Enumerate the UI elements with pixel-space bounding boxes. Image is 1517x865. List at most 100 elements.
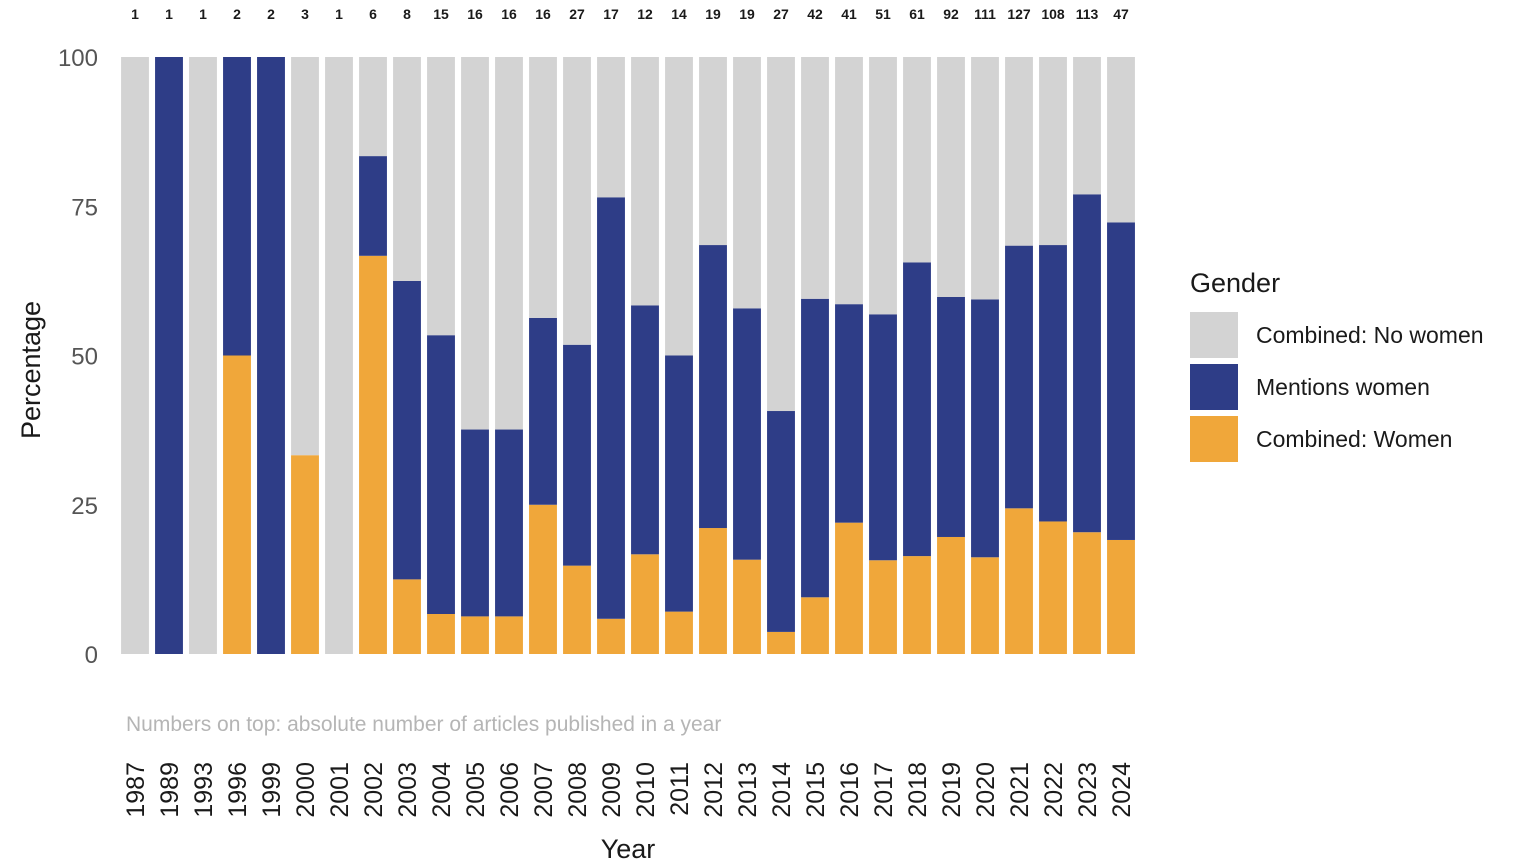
count-label-2012: 19 xyxy=(705,6,721,22)
bar-segment-2024-1 xyxy=(1107,222,1135,540)
bar-segment-2014-2 xyxy=(767,57,795,412)
bar-segment-2020-2 xyxy=(971,57,999,300)
bar-segment-1996-0 xyxy=(223,355,251,654)
legend-title: Gender xyxy=(1190,268,1281,298)
bar-segment-2020-1 xyxy=(971,299,999,558)
legend-swatch xyxy=(1190,416,1238,462)
bar-segment-2019-0 xyxy=(937,536,965,654)
bar-segment-1987-2 xyxy=(121,57,149,654)
x-tick-label-2019: 2019 xyxy=(938,762,966,818)
bar-segment-2021-2 xyxy=(1005,57,1033,246)
bar-segment-2023-2 xyxy=(1073,57,1101,195)
bar-segment-2004-2 xyxy=(427,57,455,336)
bar-segment-2008-2 xyxy=(563,57,591,345)
bar-segment-2022-1 xyxy=(1039,245,1067,522)
x-tick-label-2013: 2013 xyxy=(734,762,762,818)
bar-segment-2020-0 xyxy=(971,557,999,654)
bar-segment-2004-1 xyxy=(427,335,455,614)
x-tick-label-2024: 2024 xyxy=(1108,762,1136,818)
count-label-2006: 16 xyxy=(501,6,517,22)
count-label-2009: 17 xyxy=(603,6,619,22)
bar-segment-2017-1 xyxy=(869,314,897,561)
count-label-2002: 6 xyxy=(369,6,377,22)
bar-segment-2015-2 xyxy=(801,57,829,299)
bar-segment-2017-0 xyxy=(869,560,897,654)
bar-segment-2007-1 xyxy=(529,317,557,505)
bar-segment-2018-0 xyxy=(903,556,931,654)
legend-label: Combined: Women xyxy=(1256,425,1453,452)
bar-segment-2015-0 xyxy=(801,597,829,654)
count-labels-group: 1 1 1 2 2 3 1 6 8 15 16 16 16 27 17 12 14 19 19 27 42 41 51 61 9… xyxy=(131,6,1129,22)
x-tick-label-2007: 2007 xyxy=(530,762,558,818)
x-tick-label-1987: 1987 xyxy=(122,762,150,818)
legend-swatch xyxy=(1190,312,1238,358)
bar-segment-1989-1 xyxy=(155,57,183,654)
bar-segment-2007-0 xyxy=(529,504,557,654)
count-label-2014: 27 xyxy=(773,6,789,22)
x-tick-label-2003: 2003 xyxy=(394,762,422,818)
bar-segment-2012-0 xyxy=(699,528,727,654)
bar-segment-2003-2 xyxy=(393,57,421,281)
bar-segment-2016-2 xyxy=(835,57,863,305)
bar-segment-2018-2 xyxy=(903,57,931,263)
count-label-2023: 113 xyxy=(1076,6,1099,22)
x-tick-label-2022: 2022 xyxy=(1040,762,1068,818)
bar-segment-2013-1 xyxy=(733,308,761,560)
bar-segment-2008-0 xyxy=(563,565,591,654)
count-label-2013: 19 xyxy=(739,6,755,22)
bar-segment-2013-0 xyxy=(733,559,761,654)
x-tick-label-2002: 2002 xyxy=(360,762,388,818)
bar-segment-2009-1 xyxy=(597,197,625,619)
count-label-1999: 2 xyxy=(267,6,275,22)
bar-segment-2002-1 xyxy=(359,156,387,256)
y-tick-label-25: 25 xyxy=(71,493,98,520)
bar-segment-2019-1 xyxy=(937,296,965,537)
legend-label: Mentions women xyxy=(1256,373,1430,400)
bar-segment-2023-1 xyxy=(1073,194,1101,533)
bar-segment-2019-2 xyxy=(937,57,965,297)
bar-segment-2009-2 xyxy=(597,57,625,198)
legend-item-no-women: Combined: No women xyxy=(1190,309,1484,361)
bar-segment-2000-2 xyxy=(291,57,319,456)
bar-segment-2017-2 xyxy=(869,57,897,315)
legend: Gender Combined: No women Mentions women… xyxy=(1190,268,1484,465)
bar-segment-2010-2 xyxy=(631,57,659,306)
bar-segment-2011-1 xyxy=(665,355,693,612)
bar-segment-1993-2 xyxy=(189,57,217,654)
chart-caption: Numbers on top: absolute number of artic… xyxy=(126,713,721,736)
count-label-1996: 2 xyxy=(233,6,241,22)
bar-segment-2010-0 xyxy=(631,554,659,654)
bar-segment-2002-0 xyxy=(359,255,387,655)
bar-segment-2012-1 xyxy=(699,245,727,529)
x-tick-label-2023: 2023 xyxy=(1074,762,1102,818)
bar-segment-2006-0 xyxy=(495,616,523,654)
bar-segment-2002-2 xyxy=(359,57,387,157)
count-label-2010: 12 xyxy=(637,6,653,22)
count-label-2016: 41 xyxy=(841,6,857,22)
count-label-2021: 127 xyxy=(1007,6,1031,22)
x-axis-label: Year xyxy=(601,834,656,864)
bar-segment-2006-1 xyxy=(495,429,523,617)
bar-segment-2021-0 xyxy=(1005,508,1033,654)
x-tick-label-2008: 2008 xyxy=(564,762,592,818)
x-tick-label-2017: 2017 xyxy=(870,762,898,818)
x-tick-label-2015: 2015 xyxy=(802,762,830,818)
count-label-2018: 61 xyxy=(909,6,925,22)
count-label-2000: 3 xyxy=(301,6,309,22)
bar-segment-2012-2 xyxy=(699,57,727,246)
legend-label: Combined: No women xyxy=(1256,321,1484,348)
x-tick-label-2005: 2005 xyxy=(462,762,490,818)
bar-segment-2018-1 xyxy=(903,262,931,557)
count-label-1993: 1 xyxy=(199,6,207,22)
count-label-2024: 47 xyxy=(1113,6,1129,22)
bar-segment-2003-0 xyxy=(393,579,421,655)
bar-segment-2015-1 xyxy=(801,298,829,598)
x-tick-label-2011: 2011 xyxy=(666,762,694,816)
bar-segment-2001-2 xyxy=(325,57,353,654)
count-label-2020: 111 xyxy=(974,6,996,22)
y-axis-label: Percentage xyxy=(16,301,46,439)
bar-segment-2010-1 xyxy=(631,305,659,555)
count-label-2007: 16 xyxy=(535,6,551,22)
legend-swatch xyxy=(1190,364,1238,410)
